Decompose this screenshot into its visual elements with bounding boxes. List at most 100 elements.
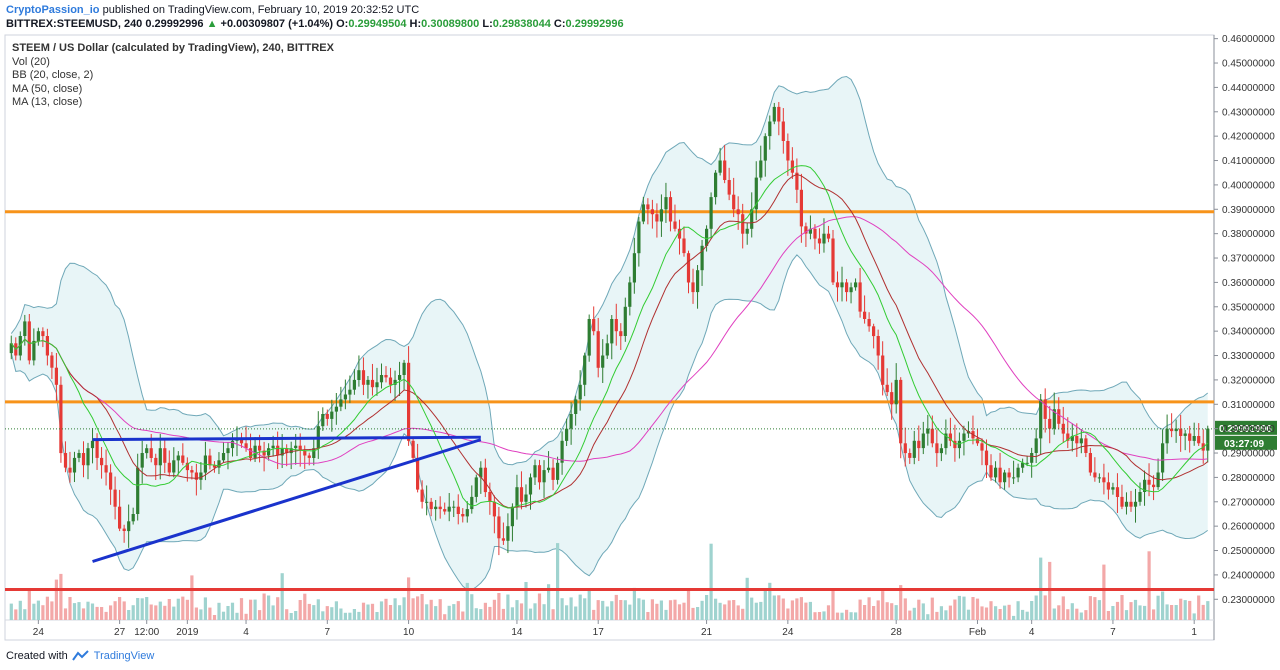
volume-bar (863, 605, 867, 620)
volume-bar (691, 607, 695, 620)
candle (641, 196, 645, 225)
candle (623, 297, 627, 342)
candle-body (149, 448, 153, 458)
candle-body (845, 282, 849, 293)
volume-bar (763, 589, 767, 620)
candle-body (1007, 472, 1011, 478)
candle (804, 222, 808, 247)
candle (1007, 467, 1011, 488)
candle-body (876, 336, 880, 356)
volume-bar (41, 605, 45, 620)
candle (826, 225, 831, 243)
volume-bar (1206, 601, 1210, 620)
price-tick-label: 0.30000000 (1222, 424, 1275, 435)
candle-body (330, 411, 334, 419)
open-label: O: (336, 18, 349, 30)
candle-body (795, 172, 799, 190)
volume-bar (772, 595, 776, 620)
author-link[interactable]: CryptoPassion_io (6, 4, 100, 16)
volume-bar (384, 598, 388, 620)
volume-bar (32, 603, 36, 620)
candle (515, 474, 519, 520)
indicator-legend: STEEM / US Dollar (calculated by Trading… (12, 42, 334, 110)
candle-body (881, 355, 885, 385)
candle (1066, 417, 1070, 449)
candle (379, 363, 384, 389)
volume-bar (23, 609, 27, 620)
volume-bar (682, 602, 686, 620)
candle-body (614, 319, 618, 332)
candle-body (528, 477, 533, 495)
volume-bar (452, 604, 456, 620)
candle (36, 327, 40, 346)
volume-bar (1138, 605, 1142, 620)
candle (781, 108, 785, 154)
volume-bar (641, 599, 645, 620)
candle-body (366, 379, 370, 385)
candle (131, 507, 135, 525)
volume-bar (334, 601, 338, 620)
tradingview-logo-icon (71, 650, 89, 661)
candle-body (840, 282, 844, 288)
volume-bar (199, 609, 203, 620)
candle (628, 276, 632, 316)
candle-body (551, 467, 555, 480)
volume-bar (623, 600, 627, 620)
candle (569, 402, 573, 445)
footer: Created with TradingView (6, 650, 154, 662)
indicator-ma50[interactable]: MA (50, close) (12, 82, 83, 95)
volume-bar (899, 585, 903, 620)
candle-body (136, 467, 140, 514)
candle-body (411, 440, 415, 458)
candle (867, 312, 871, 332)
candle (1197, 423, 1201, 446)
candle-body (1179, 428, 1183, 436)
indicator-vol[interactable]: Vol (20) (12, 55, 50, 68)
candle-body (885, 384, 889, 393)
volume-bar (258, 610, 262, 620)
candle-body (637, 221, 641, 254)
candle (221, 441, 226, 463)
volume-bar (714, 598, 718, 620)
bb-basis-line (10, 173, 1209, 509)
candle (325, 409, 329, 426)
bollinger-band-fill (11, 76, 1208, 590)
candle (145, 444, 149, 459)
candle-body (994, 467, 998, 478)
time-tick-label: 28 (891, 627, 903, 638)
candle-body (1061, 423, 1065, 434)
current-price-tag-text: 0.29992996 (1219, 424, 1272, 435)
volume-bar (596, 600, 600, 620)
volume-bar (1052, 608, 1056, 620)
candle-body (677, 228, 682, 239)
price-chart[interactable]: 0.2999299603:27:090.460000000.450000000.… (0, 0, 1280, 648)
candle (817, 228, 822, 254)
indicator-ma13[interactable]: MA (13, close) (12, 96, 83, 108)
volume-bar (447, 605, 451, 620)
volume-bar (45, 596, 49, 620)
candle-body (27, 321, 31, 361)
candle (416, 443, 420, 493)
volume-bar (370, 603, 375, 620)
indicator-bb[interactable]: BB (20, close, 2) (12, 69, 94, 81)
volume-bar (754, 602, 758, 620)
candle (1161, 429, 1165, 481)
candle (506, 513, 510, 554)
candle-body (727, 180, 731, 195)
candle (41, 327, 45, 348)
tradingview-link[interactable]: TradingView (93, 650, 155, 662)
candle (77, 449, 81, 463)
candle-body (817, 238, 822, 244)
volume-bar (298, 600, 302, 620)
candle (452, 500, 456, 518)
candle (27, 313, 31, 365)
volume-bar (1143, 605, 1147, 620)
candle (696, 265, 700, 309)
volume-bar (1079, 612, 1083, 620)
candle (741, 203, 745, 249)
candle-body (1075, 436, 1079, 444)
volume-bar (650, 599, 654, 620)
volume-bar (646, 612, 650, 620)
candle-body (1030, 453, 1034, 463)
candle (890, 382, 894, 420)
